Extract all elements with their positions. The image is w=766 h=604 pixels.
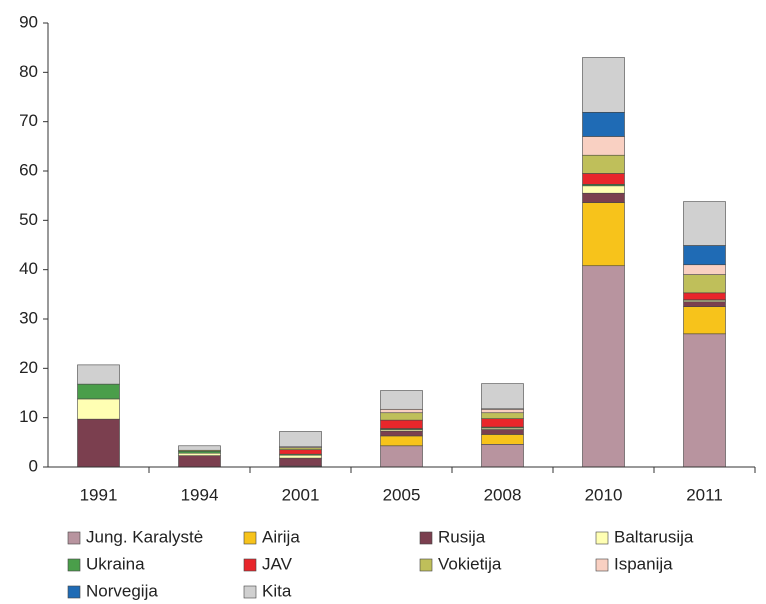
bar-segment [481,408,524,414]
y-tick-label: 30 [19,308,38,327]
x-tick-label: 2005 [383,485,421,504]
legend-label: Baltarusija [614,527,694,546]
bar-segment [279,431,322,448]
bar-segment [380,419,423,429]
legend-swatch [419,531,433,545]
x-tick-label: 2008 [484,485,522,504]
bar-segment [380,408,423,414]
bar-segment [178,455,221,468]
bar-segment [77,383,120,400]
bar-segment [683,274,726,294]
bar-segment [683,201,726,246]
bar-segment [481,412,524,419]
legend-label: Kita [262,581,292,600]
x-tick-label: 2010 [585,485,623,504]
y-tick-label: 60 [19,160,38,179]
y-tick-label: 80 [19,62,38,81]
y-tick-label: 90 [19,12,38,31]
bar-segment [582,57,625,113]
legend-label: JAV [262,554,293,573]
legend-label: Vokietija [438,554,502,573]
bar-segment [481,383,524,410]
bar-segment [683,292,726,301]
y-tick-label: 20 [19,358,38,377]
bar-segment [77,364,120,385]
bar-segment [683,333,726,468]
y-tick-label: 0 [29,456,38,475]
bar-segment [683,264,726,275]
bar-segment [582,185,625,194]
bar-segment [481,444,524,468]
legend-label: Airija [262,527,300,546]
bar-segment [380,390,423,410]
bar-segment [683,306,726,335]
bar-segment [279,454,322,459]
bar-segment [77,398,120,420]
bar-segment [481,429,524,435]
x-tick-label: 1994 [181,485,219,504]
bar-segment [582,202,625,267]
legend-label: Rusija [438,527,486,546]
bar-segment [582,192,625,203]
bar-segment [683,301,726,307]
legend-swatch [243,531,257,545]
x-tick-label: 2011 [686,485,723,504]
legend-label: Jung. Karalystė [86,527,203,546]
bar-segment [380,435,423,447]
legend-swatch [419,558,433,572]
y-tick-label: 70 [19,111,38,130]
legend-swatch [595,531,609,545]
y-tick-label: 50 [19,210,38,229]
legend-label: Ispanija [614,554,673,573]
bar-segment [279,449,322,455]
bar-segment [279,457,322,467]
bar-segment [178,445,221,451]
bar-segment [582,136,625,156]
bar-segment [380,412,423,421]
bar-segment [481,434,524,445]
x-tick-label: 2001 [282,485,320,504]
legend-label: Ukraina [86,554,145,573]
bar-segment [380,445,423,468]
bar-segment [582,111,625,137]
bar-segment [481,418,524,428]
legend-swatch [67,585,81,599]
legend-swatch [595,558,609,572]
bar-segment [582,265,625,468]
bar-segment [582,154,625,174]
y-tick-label: 40 [19,259,38,278]
legend-swatch [67,531,81,545]
y-tick-label: 10 [19,407,38,426]
bar-segment [380,430,423,437]
x-tick-label: 1991 [80,485,118,504]
bar-segment [77,418,120,468]
bar-segment [683,245,726,266]
legend-swatch [243,558,257,572]
bar-segment [178,452,221,456]
legend-label: Norvegija [86,581,158,600]
legend-swatch [67,558,81,572]
legend-swatch [243,585,257,599]
bar-segment [582,173,625,185]
